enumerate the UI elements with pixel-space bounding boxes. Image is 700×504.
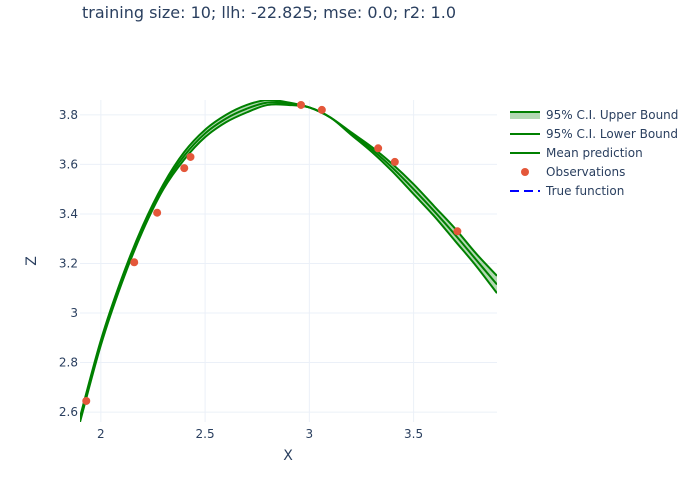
lower-bound-line [80, 103, 497, 422]
legend-label-upper-bound: 95% C.I. Upper Bound [546, 108, 678, 122]
legend-item-mean-prediction[interactable]: Mean prediction [510, 146, 643, 160]
x-tick-label: 2.5 [196, 427, 215, 441]
y-tick-label: 3.2 [59, 256, 78, 270]
x-tick-label: 2 [97, 427, 105, 441]
observation-point [130, 258, 139, 267]
observation-point [153, 208, 162, 217]
observation-point [82, 396, 91, 405]
x-tick-label: 3 [306, 427, 314, 441]
legend-item-true-function[interactable]: True function [510, 184, 624, 198]
grid-lines [80, 100, 497, 422]
legend-label-lower-bound: 95% C.I. Lower Bound [546, 127, 678, 141]
observation-points [82, 100, 462, 405]
y-tick-label: 3.8 [59, 108, 78, 122]
y-tick-label: 2.6 [59, 405, 78, 419]
legend-item-lower-bound[interactable]: 95% C.I. Lower Bound [510, 127, 678, 141]
legend[interactable]: 95% C.I. Upper Bound 95% C.I. Lower Boun… [510, 108, 678, 198]
observation-point [390, 157, 399, 166]
y-tick-label: 3 [70, 306, 78, 320]
observation-point [180, 164, 189, 173]
legend-label-true-function: True function [545, 184, 624, 198]
tick-labels: 2 2.5 3 3.5 2.6 2.8 3 3.2 3.4 3.6 3.8 [59, 108, 423, 441]
confidence-band-fill [80, 100, 497, 422]
chart-title: training size: 10; llh: -22.825; mse: 0.… [82, 3, 456, 22]
observation-point [297, 100, 306, 109]
plot-area [80, 100, 497, 422]
y-tick-label: 2.8 [59, 356, 78, 370]
legend-item-upper-bound[interactable]: 95% C.I. Upper Bound [510, 108, 678, 122]
x-tick-label: 3.5 [404, 427, 423, 441]
legend-item-observations[interactable]: Observations [521, 165, 625, 179]
observation-point [317, 105, 326, 114]
upper-bound-line [80, 100, 497, 418]
legend-swatch-upper-fill [510, 112, 540, 119]
mean-prediction-line [80, 101, 497, 420]
y-axis-title: Z [24, 256, 40, 266]
observation-point [374, 144, 383, 153]
observation-point [186, 152, 195, 161]
y-tick-label: 3.4 [59, 207, 78, 221]
legend-label-observations: Observations [546, 165, 625, 179]
x-axis-title: X [283, 448, 293, 464]
y-tick-label: 3.6 [59, 157, 78, 171]
legend-label-mean-prediction: Mean prediction [546, 146, 643, 160]
observation-point [453, 227, 462, 236]
legend-swatch-observation-marker [521, 168, 529, 176]
